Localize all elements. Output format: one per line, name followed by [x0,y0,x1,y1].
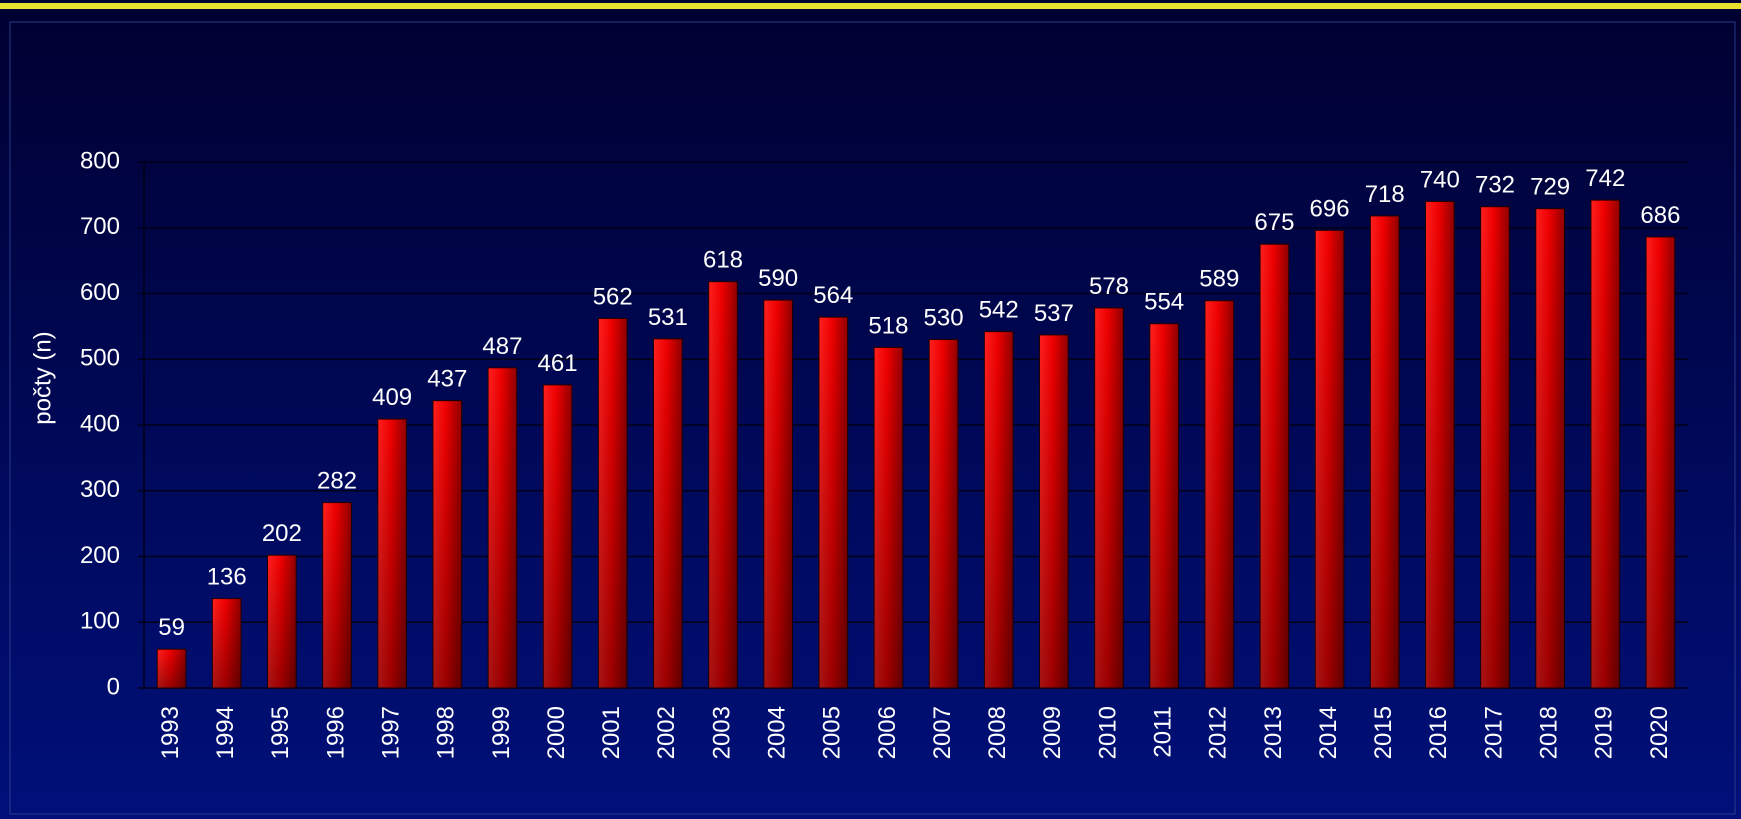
x-tick-label: 2002 [653,706,680,759]
value-label: 437 [427,366,467,393]
bar-shade [1646,236,1675,688]
x-tick-label: 1997 [377,706,404,759]
x-tick-label: 2014 [1315,706,1342,759]
value-label: 564 [813,282,853,309]
x-tick-label: 2001 [598,706,625,759]
x-tick-label: 2019 [1591,706,1618,759]
value-label: 732 [1475,172,1515,199]
bar-shade [1425,201,1455,688]
bar-shade [1370,215,1400,689]
bar-shade [874,347,903,688]
bar-shade [543,384,572,688]
bar-shade [818,317,848,688]
x-tick-label: 1994 [212,706,239,759]
bar-shade [984,331,1014,688]
bar-shade [432,400,462,688]
value-label: 409 [372,384,412,411]
bar-shade [1590,200,1620,688]
x-tick-label: 2007 [929,706,956,759]
value-label: 729 [1530,174,1570,201]
x-tick-label: 2004 [763,706,790,759]
value-label: 537 [1034,300,1074,327]
bar-shade [929,339,958,688]
bar-shade [1039,334,1069,688]
value-label: 742 [1585,165,1625,192]
bar-shade [267,555,297,688]
value-label: 531 [648,304,688,331]
y-tick-label: 400 [80,410,120,437]
x-tick-label: 1999 [488,706,515,759]
x-tick-label: 2016 [1425,706,1452,759]
bar-shade [598,318,628,688]
y-tick-label: 700 [80,213,120,240]
value-label: 578 [1089,273,1129,300]
bar-shade [1260,244,1289,688]
value-label: 696 [1310,195,1350,222]
x-tick-label: 2006 [874,706,901,759]
x-tick-label: 2005 [819,706,846,759]
x-tick-label: 2003 [708,706,735,759]
value-label: 202 [262,520,302,547]
value-label: 542 [979,297,1019,324]
value-label: 740 [1420,166,1460,193]
y-tick-label: 500 [80,345,120,372]
bar-shade [653,338,683,688]
y-tick-label: 800 [80,147,120,174]
bar-shade [1535,208,1565,688]
bar-shade [488,367,517,688]
bar-shade [1480,206,1510,688]
y-tick-label: 300 [80,476,120,503]
x-tick-label: 2018 [1535,706,1562,759]
x-tick-label: 2017 [1480,706,1507,759]
value-label: 686 [1640,202,1680,229]
bar-shade [1094,307,1124,688]
y-tick-label: 600 [80,279,120,306]
value-label: 562 [593,283,633,310]
bar-shade [1315,230,1344,688]
value-label: 675 [1254,209,1294,236]
x-tick-label: 2012 [1205,706,1232,759]
y-tick-label: 0 [107,673,120,700]
value-label: 282 [317,468,357,495]
x-tick-label: 2015 [1370,706,1397,759]
bar-shade [157,649,186,688]
value-label: 461 [538,350,578,377]
y-axis-label: počty (n) [29,331,56,424]
top-rule [0,3,1741,9]
value-label: 136 [207,564,247,591]
bar-shade [1204,300,1234,688]
x-tick-label: 1993 [157,706,184,759]
bar-shade [322,502,352,688]
value-label: 530 [924,305,964,332]
bar-shade [763,300,793,688]
bar-shade [1149,323,1179,688]
y-tick-label: 200 [80,542,120,569]
bar-shade [708,281,738,688]
x-tick-label: 2013 [1260,706,1287,759]
bar-shade [212,598,242,688]
x-tick-label: 2000 [543,706,570,759]
y-tick-label: 100 [80,608,120,635]
value-label: 618 [703,247,743,274]
x-tick-label: 2009 [1039,706,1066,759]
value-label: 590 [758,265,798,292]
value-label: 518 [868,312,908,339]
x-tick-label: 1996 [322,706,349,759]
value-label: 487 [482,333,522,360]
value-label: 718 [1365,181,1405,208]
value-label: 59 [158,614,185,641]
x-tick-label: 1995 [267,706,294,759]
frame [9,21,1736,815]
x-tick-label: 1998 [433,706,460,759]
x-tick-label: 2011 [1149,706,1176,758]
value-label: 589 [1199,266,1239,293]
x-tick-label: 2010 [1094,706,1121,759]
x-tick-label: 2020 [1646,706,1673,759]
value-label: 554 [1144,289,1184,316]
bar-shade [377,419,407,688]
x-tick-label: 2008 [984,706,1011,759]
